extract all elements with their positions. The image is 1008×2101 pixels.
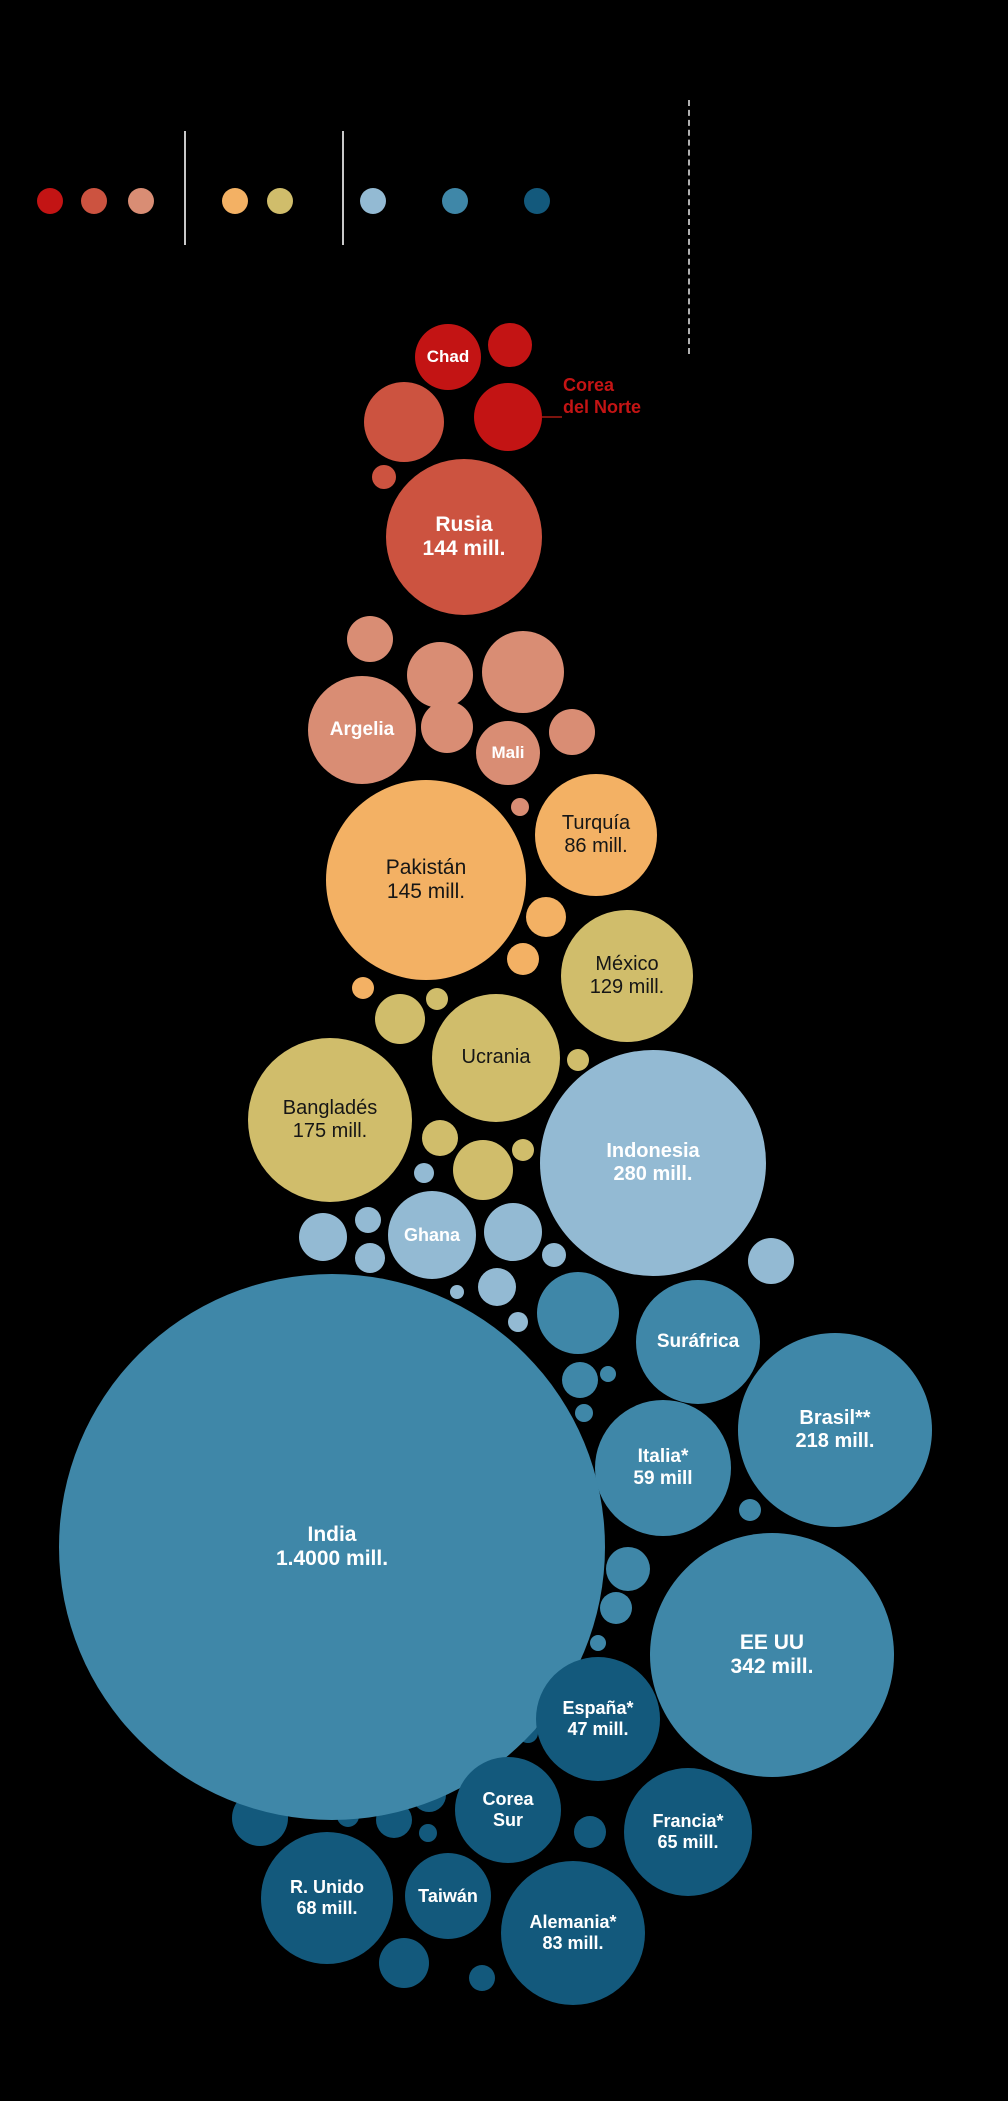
bubble-francia: Francia* 65 mill.	[624, 1768, 752, 1896]
bubble-label-espana: España* 47 mill.	[562, 1698, 634, 1739]
bubble-steel	[600, 1366, 616, 1382]
bubble-lightblue	[748, 1238, 794, 1284]
bubble-salmon	[421, 701, 473, 753]
bubble-taiwan: Taiwán	[405, 1853, 491, 1939]
bubble-ucrania: Ucrania	[432, 994, 560, 1122]
bubble-label-corea-sur: Corea Sur	[482, 1789, 534, 1830]
annotation-corea-del-norte: Corea del Norte	[563, 375, 642, 417]
bubble-lightblue	[414, 1163, 434, 1183]
bubble-salmon	[511, 798, 529, 816]
bubble-ghana: Ghana	[388, 1191, 476, 1279]
bubble-lightblue	[508, 1312, 528, 1332]
bubble-argelia: Argelia	[308, 676, 416, 784]
bubble-lightblue	[355, 1243, 385, 1273]
bubble-mali: Mali	[476, 721, 540, 785]
bubble-darkteal	[469, 1965, 495, 1991]
bubble-label-surafrica: Suráfrica	[656, 1330, 740, 1352]
bubble-darkteal	[419, 1824, 437, 1842]
bubble-chad: Chad	[415, 324, 481, 390]
annotation-leader-line	[542, 416, 562, 418]
bubble-khaki	[453, 1140, 513, 1200]
bubble-label-chad: Chad	[426, 347, 470, 367]
bubble-khaki	[512, 1139, 534, 1161]
bubble-label-india: India 1.4000 mill.	[275, 1522, 389, 1570]
bubble-turquia: Turquía 86 mill.	[535, 774, 657, 896]
bubble-mexico: México 129 mill.	[561, 910, 693, 1042]
bubble-corea-del-norte	[474, 383, 542, 451]
bubble-steel	[606, 1547, 650, 1591]
bubble-khaki	[426, 988, 448, 1010]
legend-dot-steel	[442, 188, 468, 214]
bubble-label-r-unido: R. Unido 68 mill.	[290, 1877, 364, 1918]
bubble-steel	[562, 1362, 598, 1398]
bubble-surafrica: Suráfrica	[636, 1280, 760, 1404]
bubble-orange	[507, 943, 539, 975]
bubble-lightblue	[450, 1285, 464, 1299]
bubble-banglades: Bangladés 175 mill.	[248, 1038, 412, 1202]
bubble-terracotta	[372, 465, 396, 489]
bubble-alemania: Alemania* 83 mill.	[501, 1861, 645, 2005]
bubble-label-turquia: Turquía 86 mill.	[561, 811, 631, 857]
legend-dot-khaki	[267, 188, 293, 214]
bubble-label-argelia: Argelia	[329, 718, 395, 740]
bubble-orange	[526, 897, 566, 937]
dashed-guide-line	[688, 100, 690, 354]
bubble-red	[488, 323, 532, 367]
bubble-steel	[600, 1592, 632, 1624]
bubble-steel	[590, 1635, 606, 1651]
bubble-terracotta	[364, 382, 444, 462]
bubble-salmon	[482, 631, 564, 713]
bubble-darkteal	[574, 1816, 606, 1848]
bubble-label-eeuu: EE UU 342 mill.	[730, 1630, 814, 1678]
legend-separator	[184, 131, 186, 245]
bubble-darkteal	[379, 1938, 429, 1988]
bubble-khaki	[422, 1120, 458, 1156]
bubble-label-ucrania: Ucrania	[461, 1046, 531, 1069]
bubble-indonesia: Indonesia 280 mill.	[540, 1050, 766, 1276]
bubble-label-alemania: Alemania* 83 mill.	[529, 1912, 617, 1953]
bubble-label-pakistan: Pakistán 145 mill.	[385, 855, 467, 903]
bubble-lightblue	[542, 1243, 566, 1267]
bubble-lightblue	[478, 1268, 516, 1306]
bubble-salmon	[347, 616, 393, 662]
legend-dot-lightblue	[360, 188, 386, 214]
bubble-eeuu: EE UU 342 mill.	[650, 1533, 894, 1777]
legend-dot-red	[37, 188, 63, 214]
bubble-corea-sur: Corea Sur	[455, 1757, 561, 1863]
bubble-r-unido: R. Unido 68 mill.	[261, 1832, 393, 1964]
legend-dot-terracotta	[81, 188, 107, 214]
bubble-italia: Italia* 59 mill	[595, 1400, 731, 1536]
bubble-label-mali: Mali	[491, 743, 525, 763]
bubble-label-indonesia: Indonesia 280 mill.	[606, 1139, 700, 1185]
bubble-steel	[739, 1499, 761, 1521]
bubble-lightblue	[299, 1213, 347, 1261]
bubble-label-italia: Italia* 59 mill	[633, 1445, 693, 1489]
bubble-label-brasil: Brasil** 218 mill.	[795, 1406, 875, 1452]
bubble-orange	[352, 977, 374, 999]
bubble-label-mexico: México 129 mill.	[589, 952, 665, 998]
bubble-lightblue	[484, 1203, 542, 1261]
bubble-india: India 1.4000 mill.	[59, 1274, 605, 1820]
bubble-steel	[537, 1272, 619, 1354]
bubble-label-francia: Francia* 65 mill.	[652, 1811, 724, 1852]
legend-separator	[342, 131, 344, 245]
bubble-steel	[575, 1404, 593, 1422]
legend-dot-orange	[222, 188, 248, 214]
bubble-lightblue	[355, 1207, 381, 1233]
bubble-rusia: Rusia 144 mill.	[386, 459, 542, 615]
bubble-brasil: Brasil** 218 mill.	[738, 1333, 932, 1527]
bubble-pakistan: Pakistán 145 mill.	[326, 780, 526, 980]
bubble-label-banglades: Bangladés 175 mill.	[282, 1096, 378, 1142]
bubble-salmon	[549, 709, 595, 755]
bubble-khaki	[375, 994, 425, 1044]
bubble-salmon	[407, 642, 473, 708]
bubble-khaki	[567, 1049, 589, 1071]
bubble-label-rusia: Rusia 144 mill.	[422, 512, 506, 560]
legend-dot-darkteal	[524, 188, 550, 214]
bubble-label-ghana: Ghana	[403, 1224, 460, 1245]
bubble-espana: España* 47 mill.	[536, 1657, 660, 1781]
bubble-label-taiwan: Taiwán	[418, 1885, 478, 1906]
legend-dot-salmon	[128, 188, 154, 214]
